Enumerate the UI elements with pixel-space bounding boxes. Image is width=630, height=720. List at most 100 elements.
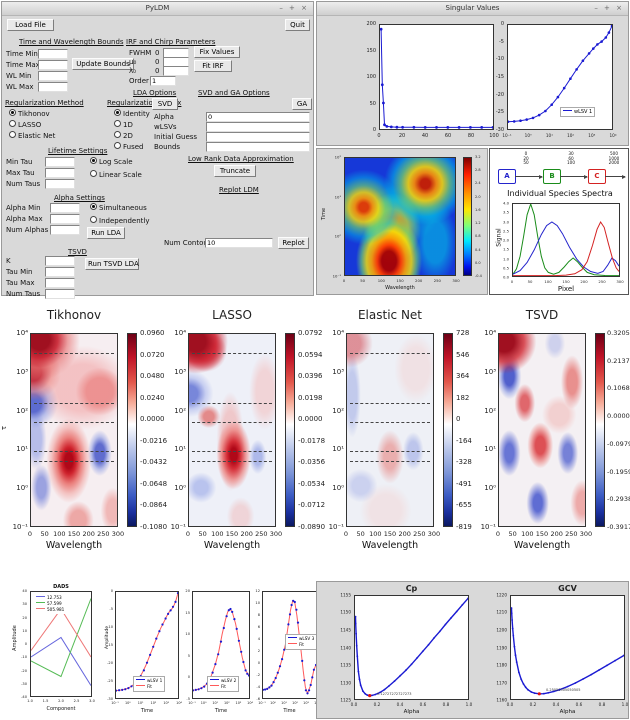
gcv-xticks: 0.0 0.2 0.4 0.6 0.8 1.0	[507, 702, 629, 709]
cp-axes: 0.12727272727273	[354, 595, 469, 700]
ga-bounds-field[interactable]	[206, 142, 310, 152]
time-max-field[interactable]	[38, 60, 68, 70]
cp-min-annotation: 0.12727272727273	[377, 692, 412, 696]
alpha-min-label: Alpha Min	[6, 204, 41, 212]
species-axes	[512, 202, 620, 277]
tick-label: 10¹	[212, 701, 219, 705]
quit-button[interactable]: Quit	[285, 19, 310, 31]
tick-label: 10⁴	[174, 329, 186, 337]
radio-identity[interactable]: Identity	[114, 109, 150, 118]
radio-tikhonov[interactable]: Tikhonov	[9, 109, 50, 118]
tick-label: 300	[616, 279, 624, 284]
tick-label: 150	[67, 530, 81, 538]
alpha-max-label: Alpha Max	[6, 215, 43, 223]
tick-label: 2.0	[502, 237, 509, 243]
tsvd-tau-max-label: Tau Max	[6, 279, 35, 287]
radio-log-scale[interactable]: Log Scale	[90, 157, 133, 166]
alpha-max-field[interactable]	[50, 214, 80, 224]
tick-label: -0.1080	[140, 523, 168, 531]
cp-xlabel: Alpha	[403, 709, 420, 715]
wlsvs-field[interactable]	[206, 122, 310, 132]
sv-window-control-icons[interactable]: – + ×	[594, 4, 624, 12]
num-alphas-field[interactable]	[50, 225, 80, 235]
tick-label: 1190	[496, 645, 507, 650]
wlsv3-data-marker	[292, 599, 295, 602]
wlsv3-data-marker	[264, 688, 267, 691]
ga-alpha-field[interactable]	[206, 112, 310, 122]
radio-linear-scale[interactable]: Linear Scale	[90, 170, 142, 179]
num-contours-field[interactable]	[205, 238, 273, 248]
time-min-field[interactable]	[38, 49, 68, 59]
wlsv1-marker	[604, 36, 608, 39]
lda-options-title: LDA Options	[133, 89, 177, 97]
update-bounds-button[interactable]: Update Bounds	[72, 58, 134, 70]
singular-values-marker	[383, 123, 386, 127]
fix-values-button[interactable]: Fix Values	[194, 46, 240, 58]
run-tsvd-lda-button[interactable]: Run TSVD LDA	[85, 258, 139, 270]
max-tau-field[interactable]	[45, 168, 75, 178]
lambda0-label: λ₀	[129, 67, 136, 75]
tick-label: 1155	[340, 592, 351, 598]
wlsv1-marker	[581, 59, 585, 62]
wlsv1-data-marker	[118, 689, 121, 692]
fit-irf-button[interactable]: Fit IRF	[194, 60, 232, 72]
tick-label: 10²	[16, 406, 28, 415]
radio-2d[interactable]: 2D	[114, 131, 133, 140]
tick-label: -25	[107, 679, 113, 683]
min-tau-field[interactable]	[45, 157, 75, 167]
tsvd-num-taus-field[interactable]	[45, 289, 75, 299]
tick-label: 0	[342, 278, 346, 283]
tick-label: 300	[111, 530, 125, 538]
radio-elastic-net[interactable]: Elastic Net	[9, 131, 55, 140]
load-file-button[interactable]: Load File	[7, 19, 54, 31]
tsvd-tau-max-field[interactable]	[45, 278, 75, 288]
replot-button[interactable]: Replot	[278, 237, 309, 249]
tick-label: 0.4	[475, 247, 481, 252]
run-lda-button[interactable]: Run LDA	[87, 227, 125, 239]
tsvd-section-title: TSVD	[68, 248, 87, 256]
radio-1d[interactable]: 1D	[114, 120, 133, 129]
radio-simultaneous[interactable]: Simultaneous	[90, 203, 147, 212]
tick-label: 60	[444, 133, 452, 139]
cp-curve-marker	[354, 615, 357, 618]
tick-label: 10³	[163, 701, 170, 705]
tick-label: -15	[495, 74, 504, 80]
tikhonov-title: Tikhonov	[46, 308, 102, 322]
window-control-icons[interactable]: – + ×	[279, 4, 309, 12]
tick-label: 728	[456, 329, 470, 337]
radio-fused[interactable]: Fused	[114, 142, 143, 151]
tick-label: 20	[398, 133, 406, 139]
k-field[interactable]	[45, 256, 75, 266]
tick-label: -0.0712	[298, 501, 326, 510]
singular-values-marker	[382, 101, 385, 105]
wl-min-field[interactable]	[38, 71, 68, 81]
wlsv1-data-marker	[142, 669, 145, 672]
heatmap-xticks: 0 50 100 150 200 250 300	[342, 278, 460, 285]
num-taus-field[interactable]	[45, 179, 75, 189]
tick-label: 10⁻¹	[111, 701, 119, 705]
svd-button[interactable]: SVD	[152, 98, 178, 110]
tick-label: 10³	[484, 367, 496, 376]
wlsv1-data-marker	[164, 617, 167, 620]
sv-legend: wLSV 1	[560, 107, 596, 117]
radio-dot-icon	[114, 142, 121, 149]
tick-label: 250	[433, 278, 441, 283]
truncate-button[interactable]: Truncate	[214, 165, 256, 177]
tick-label: -0.0216	[140, 436, 168, 445]
wl-max-field[interactable]	[38, 82, 68, 92]
tick-label: -0.3917	[607, 523, 630, 531]
radio-dot-icon	[9, 120, 16, 127]
initial-guess-field[interactable]	[206, 132, 310, 142]
radio-independently[interactable]: Independently	[90, 216, 149, 225]
lambda0-field[interactable]	[163, 66, 189, 76]
tick-label: -40	[21, 695, 27, 699]
order-field[interactable]	[150, 76, 176, 86]
wlsv1-marker	[562, 86, 566, 90]
radio-lasso[interactable]: LASSO	[9, 120, 41, 129]
wlsv3-data-marker	[290, 603, 293, 607]
alpha-min-field[interactable]	[50, 203, 80, 213]
ga-button[interactable]: GA	[292, 98, 312, 110]
tsvd-tau-min-field[interactable]	[45, 267, 75, 277]
tick-label: 10⁰	[270, 701, 276, 705]
wlsv1-xlabel: Time	[140, 708, 154, 714]
